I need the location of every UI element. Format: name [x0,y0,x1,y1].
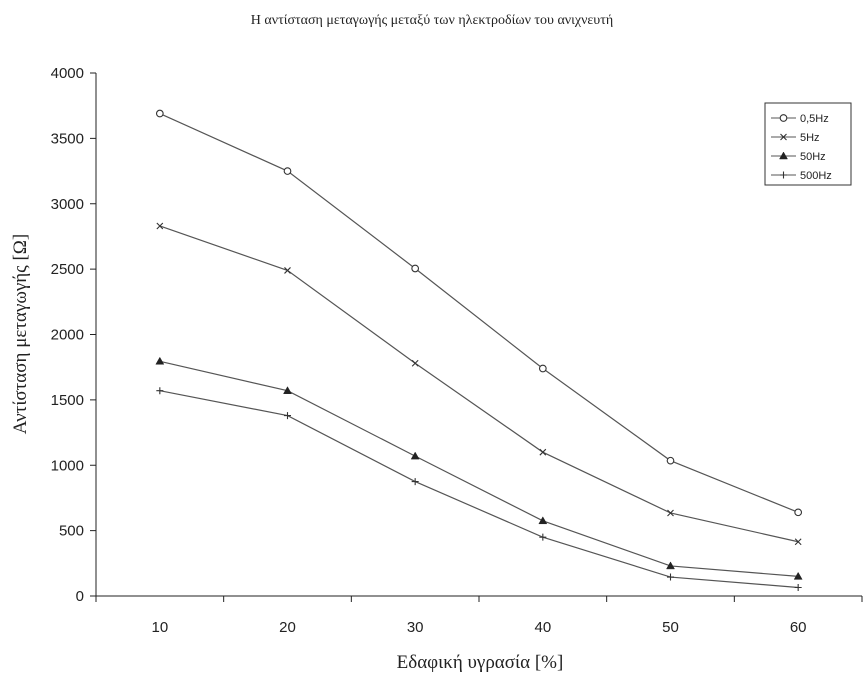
series-line [159,390,799,589]
y-axis-title: Αντίσταση μεταγωγής [Ω] [10,234,31,434]
series-0 [155,109,803,517]
x-tick-label: 30 [407,619,424,636]
x-tick-label: 10 [151,619,168,636]
data-point [538,364,547,373]
data-point [411,359,419,367]
series-line [159,112,799,513]
axes [95,73,862,597]
y-tick-label: 500 [59,523,84,540]
legend-label: 500Hz [800,170,832,182]
data-point [539,533,547,541]
y-tick-label: 3500 [51,130,84,147]
data-point [667,573,674,581]
data-point [156,222,164,230]
data-point [283,386,292,394]
legend-item: 50Hz [771,151,826,163]
series-line [159,225,799,543]
legend-item: 0,5Hz [771,113,829,125]
x-tick-label: 20 [279,619,296,636]
data-point [794,508,803,517]
y-tick-label: 1000 [51,457,84,474]
legend-item: 5Hz [771,132,820,144]
data-point [410,451,420,460]
series-2 [155,356,803,580]
series-layer [155,109,803,592]
data-point [666,456,675,465]
legend-box [764,102,852,186]
data-point [411,478,419,486]
y-tick-label: 2000 [51,327,84,344]
data-point [666,561,675,570]
series-3 [156,387,802,592]
data-point [538,516,548,525]
y-tick-label: 4000 [51,65,84,82]
data-point [283,167,292,175]
legend-swatch-marker [779,151,788,160]
y-tick-label: 3000 [51,196,84,213]
x-axis-title: Εδαφική υγρασία [%] [397,652,564,673]
y-tick-label: 1500 [51,392,84,409]
series-1 [156,222,802,546]
data-point [155,356,165,365]
data-point [155,109,164,118]
y-ticks: 0 500 1000 1500 2000 2500 3000 3500 4000 [51,65,96,605]
x-tick-label: 50 [662,619,679,636]
data-point [284,412,291,420]
legend-swatch-marker [780,133,787,141]
y-tick-label: 2500 [51,261,84,278]
x-tick-label: 40 [534,619,551,636]
legend-item: 500Hz [771,170,832,182]
legend-label: 0,5Hz [800,113,829,125]
legend-label: 50Hz [800,151,826,163]
legend-swatch-marker [779,114,788,122]
data-point [156,387,164,395]
y-tick-label: 0 [76,588,84,605]
x-ticks: 10 20 30 40 50 60 [95,596,863,636]
legend: 0,5Hz 5Hz 50Hz 500Hz [764,102,852,186]
legend-label: 5Hz [800,132,820,144]
data-point [794,538,802,546]
x-tick-label: 60 [790,619,807,636]
data-point [667,509,674,517]
chart-title: Η αντίσταση μεταγωγής μεταξύ των ηλεκτρο… [251,13,613,28]
data-point [793,571,803,580]
legend-swatch-marker [780,171,787,179]
data-point [794,584,802,592]
data-point [284,267,291,274]
data-point [539,448,547,456]
data-point [411,264,420,273]
series-line [159,360,799,577]
